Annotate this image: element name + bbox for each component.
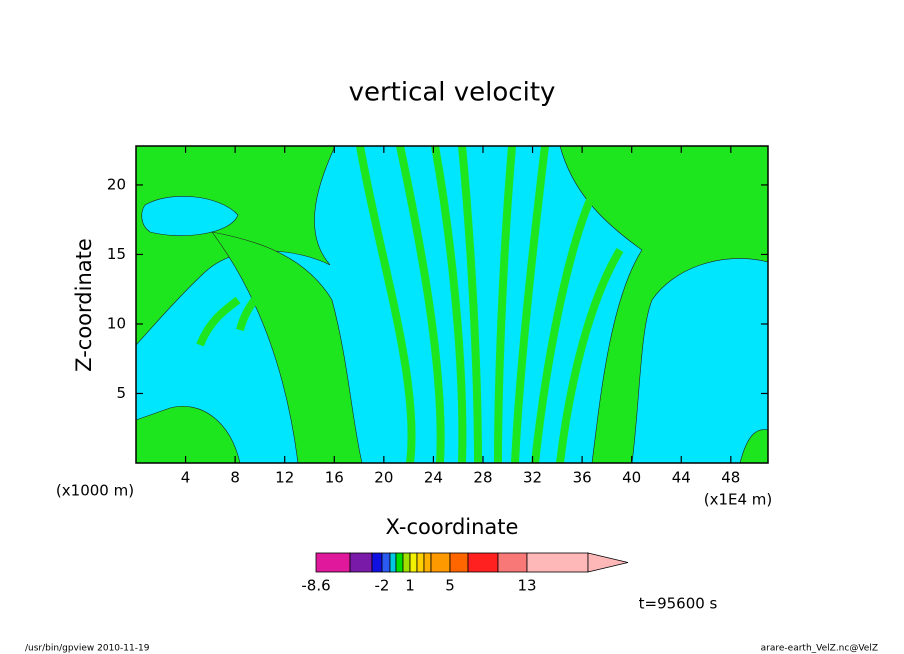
colorbar-tick-label: 1: [405, 577, 415, 595]
x-tick-label: 4: [181, 469, 191, 487]
colorbar-segment: [497, 552, 528, 573]
x-tick-label: 44: [672, 469, 691, 487]
y-tick-label: 15: [107, 245, 126, 263]
y-tick-label: 5: [116, 384, 126, 402]
x-tick-label: 20: [374, 469, 393, 487]
y-tick-label: 10: [107, 314, 126, 332]
footer-right: arare-earth_VelZ.nc@VelZ: [761, 644, 878, 654]
colorbar-segment: [315, 552, 351, 573]
field-streak: [396, 145, 445, 464]
field-streak: [236, 287, 266, 332]
colorbar-segment: [395, 552, 404, 573]
field-streak: [494, 145, 516, 464]
x-tick-label: 8: [230, 469, 240, 487]
colorbar-extension: [587, 552, 629, 573]
x-tick-label: 32: [523, 469, 542, 487]
colorbar-segment: [381, 552, 391, 573]
y-tick-label: 20: [107, 175, 126, 193]
colorbar-segment: [402, 552, 411, 573]
colorbar-segment: [349, 552, 373, 573]
colorbar-tick-label: 13: [517, 577, 536, 595]
field-streak: [556, 247, 624, 464]
x-axis-label: X-coordinate: [386, 515, 519, 539]
colorbar-segment: [416, 552, 425, 573]
colorbar-tick-label: 5: [445, 577, 455, 595]
plot-frame: [135, 145, 769, 464]
x-unit-label: (x1000 m): [56, 482, 134, 500]
x-tick-label: 24: [424, 469, 443, 487]
x-tick-label: 16: [325, 469, 344, 487]
x-unit-label-right: (x1E4 m): [704, 491, 773, 509]
colorbar-segment: [467, 552, 499, 573]
footer-left: /usr/bin/gpview 2010-11-19: [25, 644, 150, 654]
field-streak: [431, 145, 467, 464]
x-tick-label: 36: [573, 469, 592, 487]
colorbar-segment: [449, 552, 469, 573]
field-region: [141, 196, 239, 236]
colorbar-tick-label: -2: [375, 577, 390, 595]
colorbar-segment: [409, 552, 418, 573]
colorbar-tick-label: -8.6: [301, 577, 330, 595]
field-streaks: [196, 145, 624, 464]
colorbar-segment: [526, 552, 589, 573]
x-tick-label: 28: [473, 469, 492, 487]
colorbar-segment: [430, 552, 451, 573]
field-streak: [458, 145, 482, 464]
colorbar-segment: [389, 552, 397, 573]
y-axis-label: Z-coordinate: [72, 238, 96, 372]
colorbar-segment: [371, 552, 383, 573]
x-tick-label: 12: [275, 469, 294, 487]
field-streak: [356, 145, 416, 464]
field-streak: [531, 198, 594, 464]
chart-title: vertical velocity: [349, 78, 556, 108]
time-annotation: t=95600 s: [639, 595, 718, 613]
field-streak: [196, 296, 241, 347]
field-streak: [511, 145, 549, 464]
contour-field: [135, 145, 769, 464]
field-region: [211, 231, 363, 464]
x-tick-label: 40: [622, 469, 641, 487]
x-tick-label: 48: [721, 469, 740, 487]
colorbar-segment: [423, 552, 432, 573]
